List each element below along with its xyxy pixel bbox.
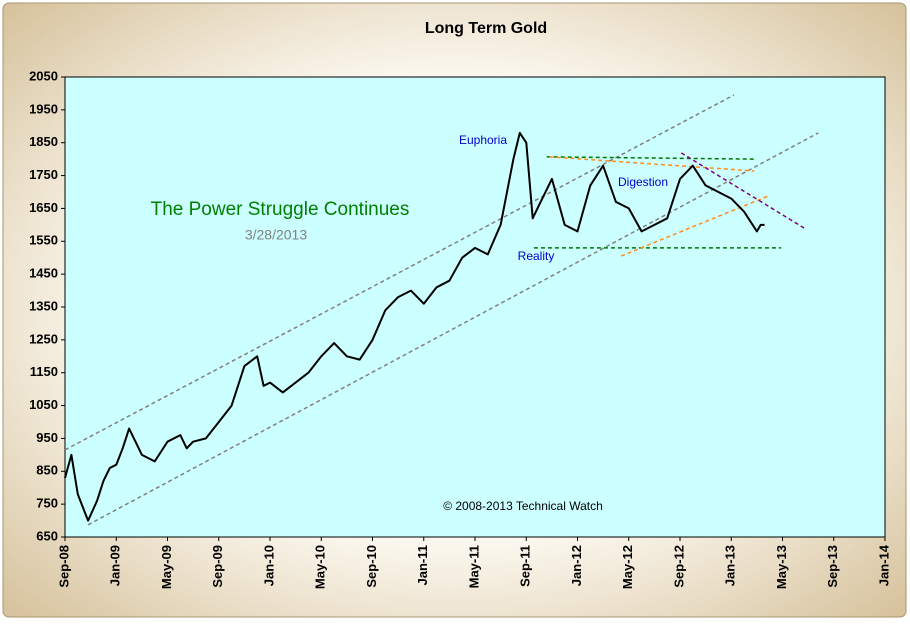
x-tick-label: Sep-09 (210, 545, 225, 588)
y-tick-label: 650 (36, 528, 58, 543)
x-tick-label: Sep-13 (825, 545, 840, 588)
y-tick-label: 1950 (29, 101, 58, 116)
annotation: Euphoria (459, 133, 507, 147)
x-tick-label: Jan-11 (415, 545, 430, 585)
x-tick-label: Sep-11 (518, 545, 533, 587)
y-tick-label: 1850 (29, 134, 58, 149)
x-tick-label: May-09 (159, 545, 174, 589)
y-tick-label: 1650 (29, 200, 58, 215)
trend-line (549, 156, 755, 172)
x-tick-label: May-13 (774, 545, 789, 589)
plot-area (64, 76, 886, 538)
chart-title: Long Term Gold (425, 20, 547, 37)
x-tick-label: Sep-08 (56, 545, 71, 588)
y-tick-label: 1550 (29, 233, 58, 248)
annotation: © 2008-2013 Technical Watch (443, 499, 603, 513)
x-tick-label: Jan-09 (108, 545, 123, 586)
x-tick-label: Jan-13 (723, 545, 738, 586)
annotation: Digestion (618, 175, 668, 189)
annotation: The Power Struggle Continues (151, 199, 410, 220)
trend-line (87, 132, 819, 526)
y-tick-label: 1350 (29, 298, 58, 313)
x-tick-label: May-10 (313, 545, 328, 589)
x-tick-label: May-11 (466, 545, 481, 588)
x-tick-label: Jan-12 (569, 545, 584, 586)
y-tick-label: 1750 (29, 167, 58, 182)
y-tick-label: 1250 (29, 331, 58, 346)
price-line (64, 131, 765, 522)
trend-line (620, 195, 769, 257)
y-tick-label: 750 (36, 496, 58, 511)
y-tick-label: 1050 (29, 397, 58, 412)
y-tick-label: 850 (36, 463, 58, 478)
x-tick-label: Jan-10 (261, 545, 276, 586)
y-tick-label: 950 (36, 430, 58, 445)
y-tick-label: 1450 (29, 266, 58, 281)
x-tick-label: Jan-14 (876, 544, 891, 586)
trend-line (680, 152, 805, 229)
x-tick-label: Sep-10 (364, 545, 379, 588)
y-tick-label: 2050 (29, 68, 58, 83)
trend-line (64, 94, 735, 451)
annotation: 3/28/2013 (245, 227, 307, 243)
x-tick-label: Sep-12 (671, 545, 686, 588)
annotation: Reality (518, 249, 555, 263)
x-tick-label: May-12 (620, 545, 635, 589)
y-tick-label: 1150 (30, 364, 58, 379)
